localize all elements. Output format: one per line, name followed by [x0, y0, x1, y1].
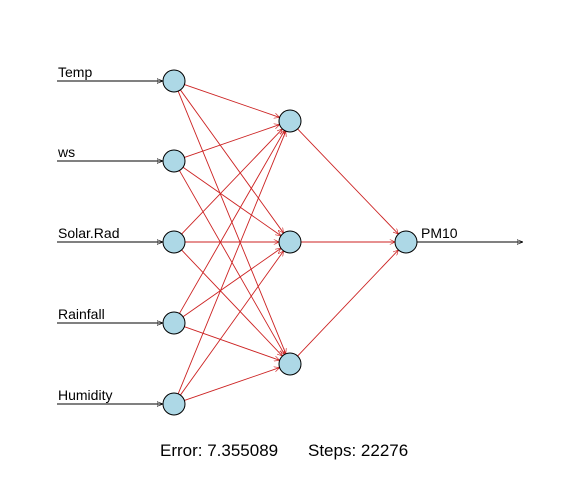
input-label-3: Solar.Rad [58, 225, 119, 241]
input-node-3 [163, 231, 185, 253]
connection-input5-hidden2 [180, 251, 283, 395]
output-label: PM10 [421, 225, 458, 241]
connection-input5-hidden3 [184, 368, 279, 401]
connection-input2-hidden2 [183, 167, 281, 235]
connection-input1-hidden2 [180, 90, 283, 233]
hidden-node-1 [279, 110, 301, 132]
connection-input3-hidden3 [182, 250, 283, 356]
hidden-node-2 [279, 231, 301, 253]
input-label-1: Temp [58, 64, 92, 80]
input-node-2 [163, 150, 185, 172]
connection-input1-hidden1 [184, 85, 279, 118]
hidden-node-3 [279, 353, 301, 375]
connection-input3-hidden1 [182, 129, 283, 234]
connection-hidden3-output [298, 250, 399, 356]
input-label-4: Rainfall [58, 306, 105, 322]
input-label-5: Humidity [58, 387, 112, 403]
input-label-2: ws [57, 144, 75, 160]
input-node-4 [163, 312, 185, 334]
input-node-5 [163, 393, 185, 415]
connection-input4-hidden1 [179, 131, 284, 314]
connection-hidden1-output [298, 129, 399, 234]
output-node [395, 231, 417, 253]
input-node-1 [163, 70, 185, 92]
steps-text: Steps: 22276 [308, 441, 408, 460]
neurons [163, 70, 417, 415]
connection-input5-hidden1 [178, 131, 286, 394]
error-text: Error: 7.355089 [160, 441, 278, 460]
